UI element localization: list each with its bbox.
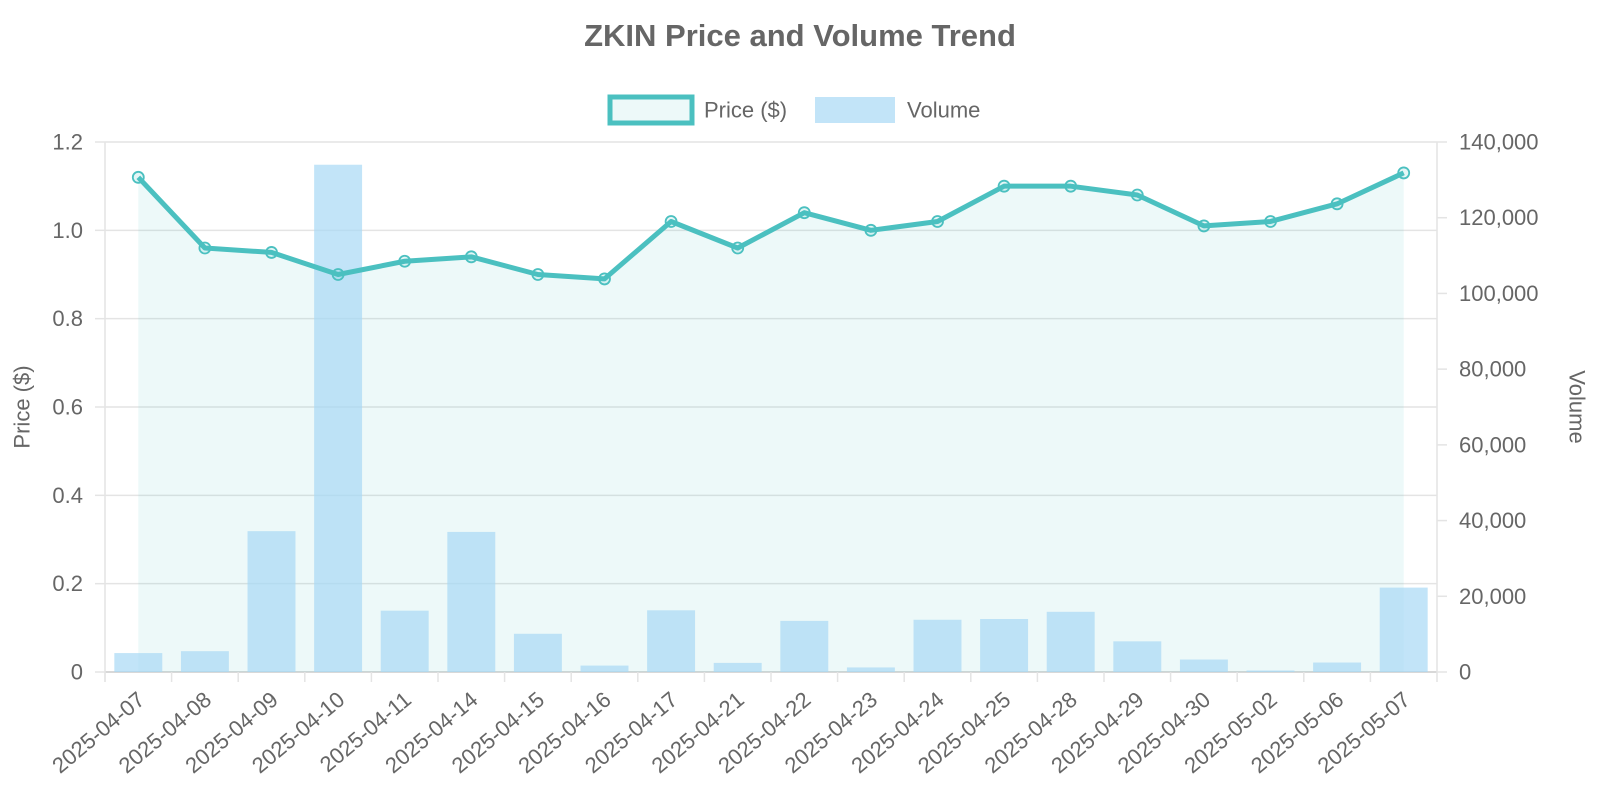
volume-bar	[980, 619, 1029, 672]
y2-tick-label: 40,000	[1459, 508, 1526, 533]
volume-bar	[713, 662, 762, 672]
y2-tick-label: 20,000	[1459, 584, 1526, 609]
volume-bar	[314, 164, 363, 672]
price-point	[1330, 197, 1344, 211]
volume-bar	[1113, 641, 1162, 672]
y2-tick-label: 140,000	[1459, 130, 1539, 155]
price-point	[731, 241, 745, 255]
volume-bar	[513, 633, 562, 672]
legend-label-volume: Volume	[907, 98, 980, 123]
y2-tick-label: 0	[1459, 660, 1471, 685]
price-point	[598, 272, 611, 286]
volume-bar	[647, 610, 696, 672]
price-point	[1197, 219, 1211, 233]
volume-bar	[913, 619, 962, 672]
price-point	[464, 250, 478, 264]
y-tick-label: 0.2	[52, 571, 83, 596]
y-tick-label: 0.4	[52, 483, 83, 508]
y2-tick-label: 60,000	[1459, 432, 1526, 457]
volume-bar	[846, 667, 895, 672]
legend-label-price: Price ($)	[704, 98, 787, 123]
volume-bar	[1313, 662, 1362, 672]
price-point	[1130, 188, 1144, 202]
volume-bar	[447, 531, 496, 672]
price-point	[864, 223, 878, 237]
legend-swatch-price	[607, 94, 695, 126]
price-point	[997, 179, 1011, 193]
y-tick-label: 1.2	[52, 130, 83, 155]
price-point	[664, 215, 678, 228]
volume-bar	[1046, 611, 1095, 672]
price-line	[136, 170, 1405, 282]
price-point	[531, 268, 545, 281]
price-point	[797, 206, 811, 220]
price-point	[131, 170, 145, 184]
y2-tick-label: 80,000	[1459, 357, 1526, 382]
legend: Price ($) Volume	[607, 94, 980, 126]
volume-bar	[114, 653, 163, 672]
y2-axis-title: Volume	[1565, 370, 1590, 443]
y2-tick-label: 120,000	[1459, 205, 1539, 230]
legend-swatch-volume	[815, 97, 895, 123]
y2-tick-label: 100,000	[1459, 281, 1539, 306]
volume-bar	[1246, 670, 1295, 672]
price-point	[1064, 179, 1078, 193]
volume-bar	[247, 531, 296, 672]
price-point	[1264, 215, 1277, 228]
y-tick-label: 1.0	[52, 218, 83, 243]
chart-title: ZKIN Price and Volume Trend	[584, 18, 1016, 53]
price-point	[1397, 166, 1411, 180]
volume-bar	[1179, 659, 1228, 672]
volume-bar	[580, 665, 629, 672]
volume-bar	[780, 620, 829, 672]
price-point	[398, 254, 412, 268]
y-tick-label: 0.6	[52, 395, 83, 420]
price-point	[265, 246, 278, 259]
y-tick-label: 0	[71, 660, 83, 685]
y-tick-label: 0.8	[52, 306, 83, 331]
volume-bar	[180, 651, 229, 672]
volume-bar	[380, 610, 429, 672]
volume-bar	[1379, 587, 1428, 672]
price-point	[331, 268, 345, 281]
price-point	[931, 215, 944, 228]
price-point	[198, 241, 212, 255]
y-axis-title: Price ($)	[10, 365, 35, 448]
